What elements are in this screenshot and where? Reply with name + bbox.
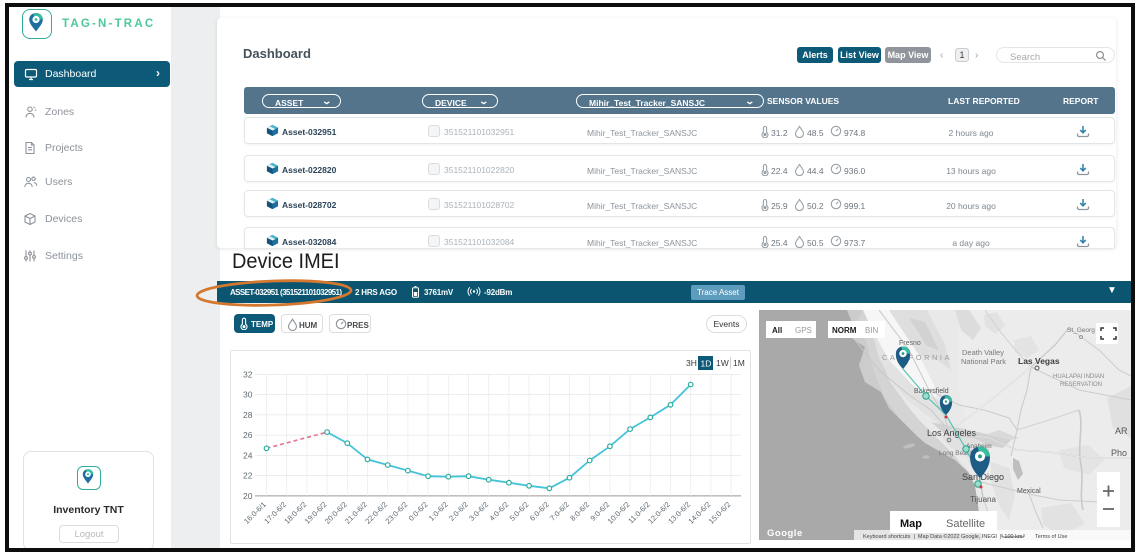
svg-text:30: 30 (243, 390, 253, 400)
svg-text:1D: 1D (701, 359, 712, 369)
svg-text:Long Beach: Long Beach (939, 450, 974, 457)
svg-text:Bakersfield: Bakersfield (914, 388, 949, 395)
svg-text:All: All (772, 326, 782, 335)
svg-text:Map: Map (900, 518, 922, 530)
svg-text:Tijuana: Tijuana (970, 495, 996, 504)
svg-text:Los Angeles: Los Angeles (927, 428, 977, 438)
svg-text:San Diego: San Diego (962, 472, 1004, 482)
svg-text:AR: AR (1115, 426, 1128, 436)
svg-text:5:0-6/2: 5:0-6/2 (508, 500, 531, 523)
svg-text:3H: 3H (686, 358, 697, 368)
svg-text:Las Vegas: Las Vegas (1018, 356, 1060, 366)
svg-text:8:0-6/2: 8:0-6/2 (568, 500, 591, 523)
svg-text:6:0-6/2: 6:0-6/2 (528, 500, 551, 523)
svg-text:Terms of Use: Terms of Use (1035, 534, 1067, 540)
svg-text:RESERVATION: RESERVATION (1060, 382, 1102, 388)
svg-text:Mexical: Mexical (1017, 488, 1041, 495)
svg-text:CALIFORNIA: CALIFORNIA (882, 353, 952, 362)
svg-text:GPS: GPS (795, 326, 812, 335)
svg-text:Fresno: Fresno (899, 340, 921, 347)
svg-text:7:0-6/2: 7:0-6/2 (548, 500, 571, 523)
svg-text:1W: 1W (716, 358, 729, 368)
svg-text:32: 32 (243, 369, 253, 379)
svg-text:HUALAPAI INDIAN: HUALAPAI INDIAN (1053, 374, 1104, 380)
svg-text:4:0-6/2: 4:0-6/2 (487, 500, 510, 523)
svg-text:NORM: NORM (832, 326, 857, 335)
svg-text:National Park: National Park (961, 357, 1006, 366)
svg-text:1:0-6/2: 1:0-6/2 (427, 500, 450, 523)
svg-text:26: 26 (243, 430, 253, 440)
svg-text:20: 20 (243, 491, 253, 501)
svg-text:2:0-6/2: 2:0-6/2 (447, 500, 470, 523)
svg-text:Keyboard shortcuts | Map Dat: Keyboard shortcuts | Map Data ©2022 Goog… (863, 533, 1023, 540)
svg-text:15:0-6/2: 15:0-6/2 (707, 500, 733, 526)
svg-text:Satellite: Satellite (946, 518, 985, 530)
svg-text:22: 22 (243, 471, 253, 481)
svg-text:St_Georg: St_Georg (1067, 327, 1095, 334)
svg-text:3:0-6/2: 3:0-6/2 (467, 500, 490, 523)
svg-text:Google: Google (767, 528, 803, 539)
svg-text:Pho: Pho (1111, 448, 1127, 458)
svg-text:24: 24 (243, 450, 253, 460)
svg-text:Death Valley: Death Valley (962, 348, 1004, 357)
svg-text:10:0-6/2: 10:0-6/2 (606, 500, 632, 526)
svg-text:1M: 1M (733, 358, 745, 368)
svg-text:Anaheim: Anaheim (966, 443, 992, 450)
svg-text:0:0-6/2: 0:0-6/2 (407, 500, 430, 523)
svg-text:BIN: BIN (865, 326, 879, 335)
svg-text:23:0-6/2: 23:0-6/2 (383, 500, 409, 526)
svg-text:28: 28 (243, 410, 253, 420)
